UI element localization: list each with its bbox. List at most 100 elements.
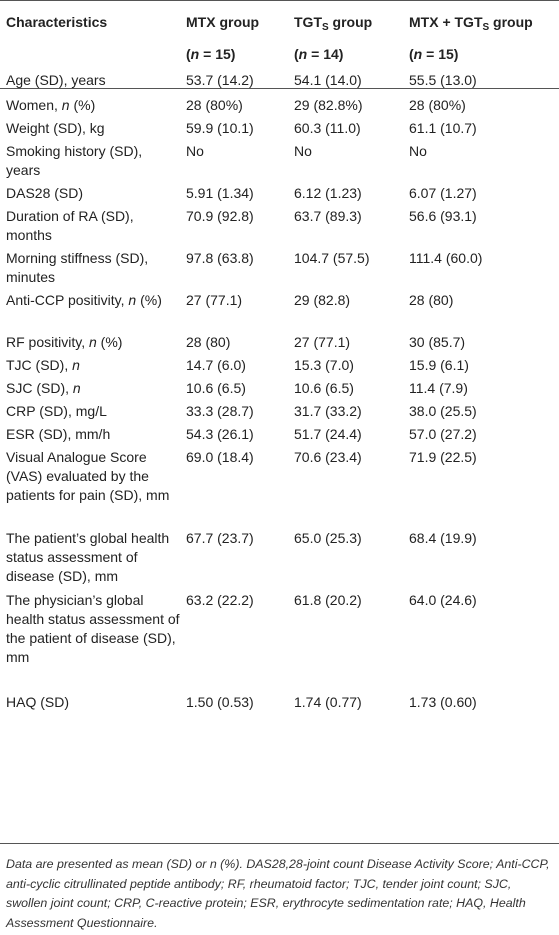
cell-mtx-value: No	[186, 143, 204, 159]
row-label: Anti-CCP positivity, n (%)	[6, 292, 162, 308]
row-label: HAQ (SD)	[6, 694, 69, 710]
cell-combo-value: 64.0 (24.6)	[409, 592, 477, 608]
cell-combo-value: 15.9 (6.1)	[409, 357, 469, 373]
cell-tgts-value: 31.7 (33.2)	[294, 403, 362, 419]
cell-tgts-value: 10.6 (6.5)	[294, 380, 354, 396]
cell-tgts-value: 104.7 (57.5)	[294, 250, 370, 266]
cell-tgts-value: 60.3 (11.0)	[294, 120, 361, 136]
cell-mtx-value: 28 (80%)	[186, 97, 243, 113]
header-tgts-group: TGTS group	[294, 14, 373, 33]
cell-tgts-value: 61.8 (20.2)	[294, 592, 362, 608]
header-combo-group: MTX + TGTS group	[409, 14, 533, 33]
row-label: Smoking history (SD), years	[6, 143, 143, 178]
cell-mtx-value: 59.9 (10.1)	[186, 120, 254, 136]
cell-mtx-value: 53.7 (14.2)	[186, 72, 254, 88]
table-row: HAQ (SD) 1.50 (0.53) 1.74 (0.77) 1.73 (0.60…	[0, 689, 559, 724]
cell-mtx-value: 63.2 (22.2)	[186, 592, 254, 608]
row-label: SJC (SD), n	[6, 380, 81, 396]
table-row: ESR (SD), mm/h 54.3 (26.1) 51.7 (24.4) 57.0…	[0, 421, 559, 444]
cell-combo-value: 11.4 (7.9)	[409, 380, 468, 396]
cell-tgts-value: 70.6 (23.4)	[294, 449, 362, 465]
cell-tgts-value: 29 (82.8)	[294, 292, 351, 308]
header-row-groups: Characteristics MTX group TGTS group MTX…	[0, 0, 559, 33]
cell-mtx-value: 14.7 (6.0)	[186, 357, 246, 373]
cell-combo-value: 38.0 (25.5)	[409, 403, 477, 419]
header-mtx-group: MTX group	[186, 14, 260, 30]
table-row: Visual Analogue Score (VAS) evaluated by…	[0, 444, 559, 525]
cell-mtx-value: 67.7 (23.7)	[186, 530, 254, 546]
cell-mtx-value: 70.9 (92.8)	[186, 208, 254, 224]
cell-combo-value: 28 (80%)	[409, 97, 466, 113]
cell-combo-value: 55.5 (13.0)	[409, 72, 477, 88]
cell-combo-value: 56.6 (93.1)	[409, 208, 477, 224]
cell-tgts-value: 27 (77.1)	[294, 334, 351, 350]
cell-tgts-value: 65.0 (25.3)	[294, 530, 362, 546]
table-row: Anti-CCP positivity, n (%) 27 (77.1) 29 (8…	[0, 287, 559, 329]
header-characteristics: Characteristics	[6, 14, 108, 30]
characteristics-table: Characteristics MTX group TGTS group MTX…	[0, 0, 559, 724]
row-label: Visual Analogue Score (VAS) evaluated by…	[6, 449, 170, 503]
header-row-counts: (n = 15) (n = 14) (n = 15)	[0, 33, 559, 67]
row-label: The physician’s global health status ass…	[6, 592, 180, 665]
table-top-rule	[0, 0, 559, 1]
table-row: TJC (SD), n 14.7 (6.0) 15.3 (7.0) 15.9 (6.1…	[0, 352, 559, 375]
cell-mtx-value: 69.0 (18.4)	[186, 449, 254, 465]
table-bottom-rule	[0, 843, 559, 844]
cell-tgts-value: 29 (82.8%)	[294, 97, 363, 113]
table-row: The physician’s global health status ass…	[0, 587, 559, 689]
table-row: The patient’s global health status asses…	[0, 525, 559, 587]
header-empty-cell	[0, 33, 180, 67]
cell-tgts-value: 54.1 (14.0)	[294, 72, 362, 88]
header-n-mtx: (n = 15)	[186, 46, 236, 62]
table-row: CRP (SD), mg/L 33.3 (28.7) 31.7 (33.2) 38.0…	[0, 398, 559, 421]
row-label: The patient’s global health status asses…	[6, 530, 170, 584]
cell-tgts-value: 6.12 (1.23)	[294, 185, 362, 201]
cell-combo-value: 6.07 (1.27)	[409, 185, 477, 201]
table-row: DAS28 (SD) 5.91 (1.34) 6.12 (1.23) 6.07 (1.…	[0, 180, 559, 203]
table-row: Women, n (%) 28 (80%) 29 (82.8%) 28 (80%)	[0, 92, 559, 115]
row-label: ESR (SD), mm/h	[6, 426, 111, 442]
cell-combo-value: 57.0 (27.2)	[409, 426, 477, 442]
cell-mtx-value: 33.3 (28.7)	[186, 403, 254, 419]
table-row: Duration of RA (SD), months 70.9 (92.8) 63…	[0, 203, 559, 245]
cell-combo-value: 28 (80)	[409, 292, 454, 308]
cell-mtx-value: 5.91 (1.34)	[186, 185, 254, 201]
row-label: Duration of RA (SD), months	[6, 208, 134, 243]
row-label: DAS28 (SD)	[6, 185, 84, 201]
row-label: Morning stiffness (SD), minutes	[6, 250, 149, 285]
table-row: RF positivity, n (%) 28 (80) 27 (77.1) 30 (…	[0, 329, 559, 352]
cell-mtx-value: 27 (77.1)	[186, 292, 243, 308]
table-row: Morning stiffness (SD), minutes 97.8 (63.…	[0, 245, 559, 287]
cell-combo-value: 61.1 (10.7)	[409, 120, 477, 136]
cell-mtx-value: 10.6 (6.5)	[186, 380, 246, 396]
cell-mtx-value: 54.3 (26.1)	[186, 426, 254, 442]
table-row: Weight (SD), kg 59.9 (10.1) 60.3 (11.0) 61.…	[0, 115, 559, 138]
cell-combo-value: No	[409, 143, 427, 159]
cell-tgts-value: 51.7 (24.4)	[294, 426, 362, 442]
cell-combo-value: 30 (85.7)	[409, 334, 466, 350]
cell-combo-value: 71.9 (22.5)	[409, 449, 477, 465]
cell-tgts-value: No	[294, 143, 312, 159]
cell-combo-value: 1.73 (0.60)	[409, 694, 477, 710]
cell-mtx-value: 1.50 (0.53)	[186, 694, 254, 710]
cell-tgts-value: 1.74 (0.77)	[294, 694, 362, 710]
table-row: Smoking history (SD), years No No No	[0, 138, 559, 180]
cell-tgts-value: 15.3 (7.0)	[294, 357, 354, 373]
table-footnote: Data are presented as mean (SD) or n (%)…	[6, 857, 550, 930]
row-label: CRP (SD), mg/L	[6, 403, 107, 419]
table-header: Characteristics MTX group TGTS group MTX…	[0, 0, 559, 67]
row-label: RF positivity, n (%)	[6, 334, 123, 350]
row-label: Age (SD), years	[6, 72, 106, 88]
row-label: Weight (SD), kg	[6, 120, 105, 136]
cell-combo-value: 68.4 (19.9)	[409, 530, 477, 546]
table-body: Age (SD), years 53.7 (14.2) 54.1 (14.0) 55.…	[0, 67, 559, 724]
table-row: Age (SD), years 53.7 (14.2) 54.1 (14.0) 55.…	[0, 67, 559, 92]
row-label: TJC (SD), n	[6, 357, 80, 373]
header-n-combo: (n = 15)	[409, 46, 459, 62]
cell-tgts-value: 63.7 (89.3)	[294, 208, 362, 224]
table-row: SJC (SD), n 10.6 (6.5) 10.6 (6.5) 11.4 (7.9…	[0, 375, 559, 398]
cell-mtx-value: 97.8 (63.8)	[186, 250, 254, 266]
cell-combo-value: 111.4 (60.0)	[409, 250, 483, 266]
header-bottom-rule	[0, 88, 559, 89]
